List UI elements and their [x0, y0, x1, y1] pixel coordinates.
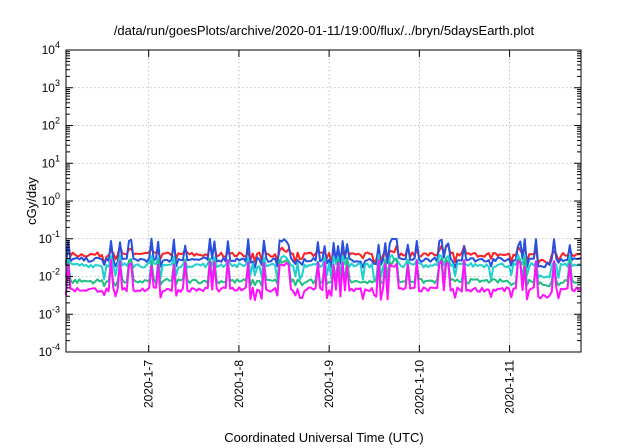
y-tick-label: 104	[42, 40, 60, 57]
y-tick-exponent: 2	[55, 116, 60, 126]
series-group	[65, 237, 582, 302]
y-tick-base: 10	[42, 119, 56, 133]
y-tick-label: 103	[42, 78, 60, 95]
y-tick-base: 10	[42, 81, 56, 95]
y-tick-base: 10	[39, 232, 53, 246]
y-tick-label: 100	[42, 191, 60, 208]
x-tick-label: 2020-1-11	[503, 360, 517, 414]
x-axis-title: Coordinated Universal Time (UTC)	[224, 430, 423, 445]
y-tick-label: 10-1	[39, 229, 60, 246]
y-tick-label: 101	[42, 153, 60, 170]
y-tick-base: 10	[42, 194, 56, 208]
y-tick-base: 10	[39, 270, 53, 284]
y-tick-exponent: -2	[52, 267, 60, 277]
x-tick-label: 2020-1-10	[412, 360, 426, 415]
y-tick-label: 10-2	[39, 267, 60, 284]
series-line	[65, 253, 582, 281]
x-tick-label: 2020-1-8	[232, 360, 246, 408]
y-tick-base: 10	[39, 307, 53, 321]
y-tick-exponent: 4	[55, 40, 60, 50]
chart-title: /data/run/goesPlots/archive/2020-01-11/1…	[114, 23, 535, 38]
y-tick-exponent: -4	[52, 342, 60, 352]
grid	[66, 50, 581, 352]
y-tick-exponent: -1	[52, 229, 60, 239]
series-line	[65, 259, 582, 302]
y-tick-exponent: 0	[55, 191, 60, 201]
y-tick-label: 10-3	[39, 304, 60, 321]
y-tick-exponent: 1	[55, 153, 60, 163]
series-line	[65, 237, 582, 269]
y-tick-base: 10	[39, 345, 53, 359]
y-axis-title: cGy/day	[24, 177, 39, 225]
y-tick-label: 102	[42, 116, 60, 133]
y-tick-base: 10	[42, 43, 56, 57]
y-tick-label: 10-4	[39, 342, 60, 359]
y-tick-exponent: -3	[52, 304, 60, 314]
x-tick-label: 2020-1-7	[142, 360, 156, 408]
y-tick-base: 10	[42, 156, 56, 170]
y-tick-exponent: 3	[55, 78, 60, 88]
x-tick-label: 2020-1-9	[322, 360, 336, 408]
